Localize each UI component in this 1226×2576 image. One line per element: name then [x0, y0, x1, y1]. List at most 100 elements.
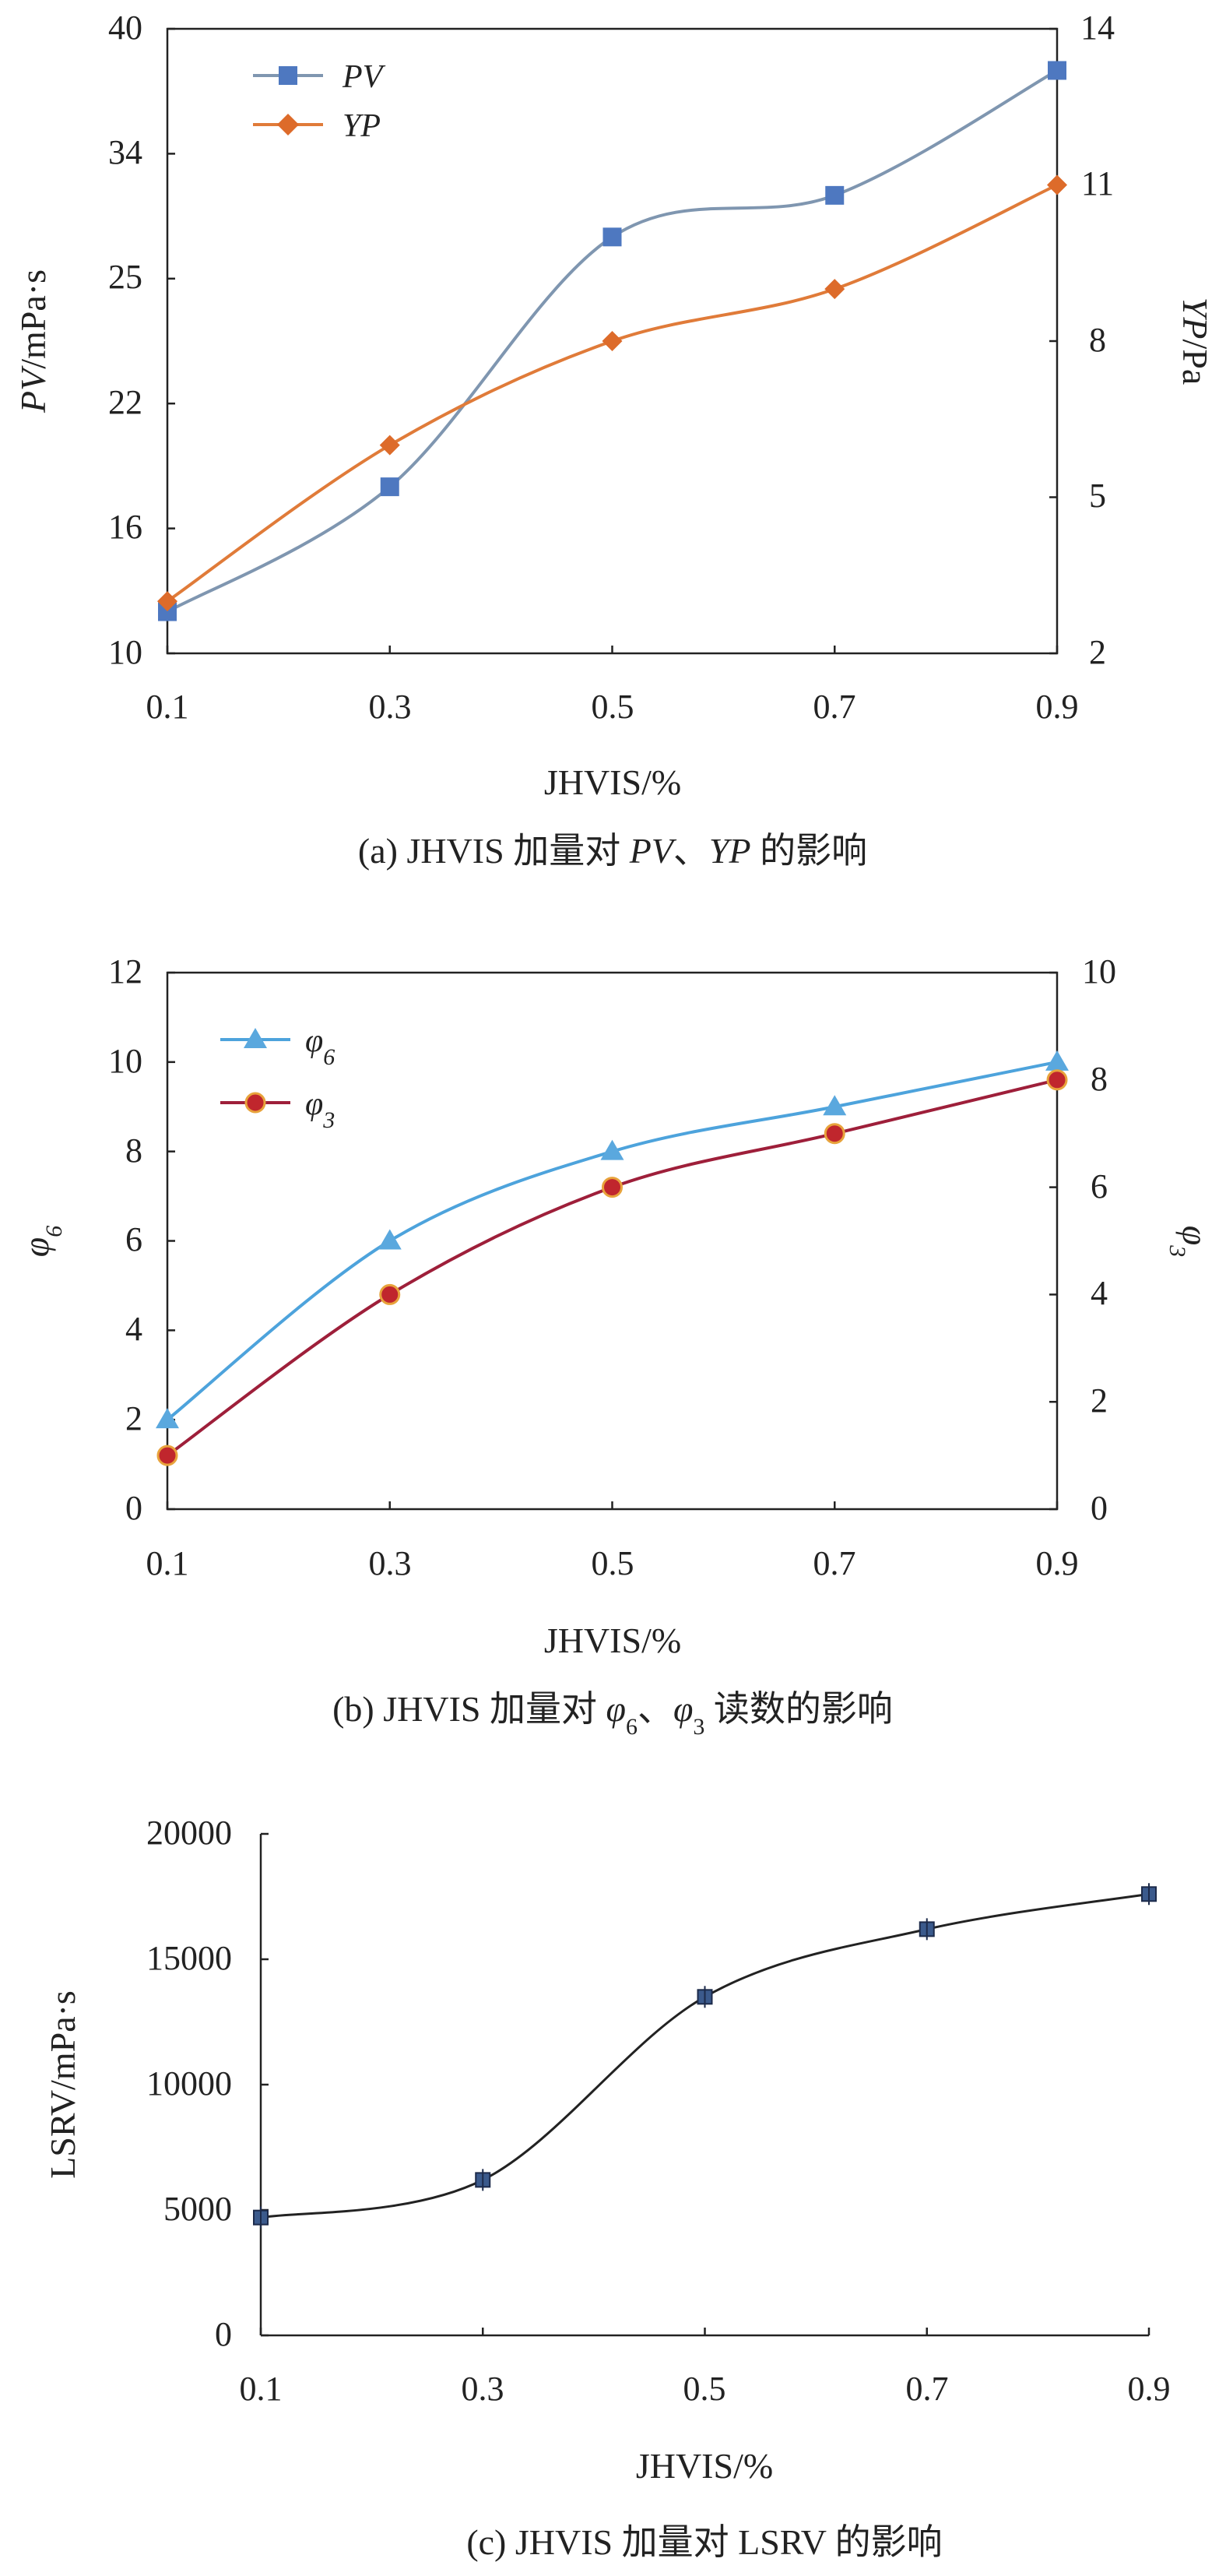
panel-a-x-tick-label: 0.3 — [369, 688, 412, 726]
panel-a-x-tick-label: 0.7 — [813, 688, 856, 726]
legend-item-phi6: φ6 — [220, 1023, 335, 1070]
panel-b-plot-frame — [166, 971, 1059, 1511]
series-pv-point — [1048, 61, 1066, 80]
series-phi6-point — [378, 1229, 402, 1250]
panel-b-y-axis-label-right: φ3 — [1165, 1226, 1216, 1257]
panel-b-x-tick-labels: 0.1 0.3 0.5 0.7 0.9 — [146, 1544, 1079, 1582]
panel-a-x-tick-label: 0.9 — [1036, 688, 1079, 726]
series-phi3-point — [1046, 1069, 1068, 1091]
panel-b-left-tick-label: 6 — [125, 1220, 142, 1258]
panel-b-right-tick-label: 0 — [1091, 1489, 1108, 1527]
panel-c-x-axis-label: JHVIS/% — [636, 2446, 773, 2486]
legend-yp-marker — [277, 114, 299, 135]
panel-b-left-tick-label: 0 — [125, 1489, 142, 1527]
panel-b-left-tick-label: 4 — [125, 1310, 142, 1348]
panel-a-right-tick-label: 8 — [1089, 321, 1106, 359]
panel-c-y-tick-label: 5000 — [163, 2190, 232, 2228]
panel-a-x-axis-label: JHVIS/% — [544, 762, 681, 802]
panel-c-x-tick-label: 0.1 — [240, 2370, 283, 2408]
series-phi3-point — [602, 1177, 623, 1198]
panel-a-y-axis-label-right: YP/Pa — [1175, 297, 1215, 385]
series-phi3-point — [379, 1283, 401, 1305]
panel-b-right-tick-label: 4 — [1091, 1274, 1108, 1312]
panel-b-left-tick-labels: 0 2 4 6 8 10 12 — [108, 952, 142, 1527]
panel-a-x-tick-labels: 0.1 0.3 0.5 0.7 0.9 — [146, 688, 1079, 726]
series-phi3-point — [156, 1445, 178, 1466]
legend-phi3-marker — [244, 1092, 266, 1114]
panel-b-caption: (b) JHVIS 加量对 φ6、φ3 读数的影响 — [332, 1689, 893, 1740]
panel-a: 10 16 22 25 34 40 2 5 8 11 14 0.1 0.3 0.… — [13, 9, 1215, 871]
legend-item-yp: YP — [253, 108, 381, 144]
panel-c-x-tick-label: 0.9 — [1128, 2370, 1171, 2408]
series-yp-point — [157, 591, 177, 612]
panel-c-x-tick-label: 0.7 — [906, 2370, 949, 2408]
legend-phi3-label: φ3 — [305, 1086, 335, 1133]
panel-a-left-tick-label: 34 — [108, 133, 142, 171]
series-yp-point — [824, 279, 845, 300]
panel-c-x-tick-label: 0.3 — [462, 2370, 504, 2408]
series-pv-point — [380, 477, 399, 497]
panel-c-x-tick-labels: 0.1 0.3 0.5 0.7 0.9 — [240, 2370, 1171, 2408]
panel-b: 0 2 4 6 8 10 12 0 2 4 6 8 10 0.1 0.3 0.5… — [16, 952, 1215, 1740]
panel-c-y-tick-labels: 0 5000 10000 15000 20000 — [146, 1814, 232, 2353]
series-phi6-point — [1045, 1050, 1069, 1071]
series-phi6-line — [166, 1060, 1058, 1421]
panel-b-left-tick-label: 8 — [125, 1131, 142, 1170]
panel-a-y-axis-label-left: PV/mPa·s — [13, 269, 53, 413]
series-pv-point — [825, 185, 845, 205]
panel-a-right-tick-label: 5 — [1089, 477, 1106, 515]
panel-a-left-tick-label: 25 — [108, 258, 142, 296]
panel-a-left-tick-label: 16 — [108, 508, 142, 546]
panel-a-right-tick-labels: 2 5 8 11 14 — [1080, 9, 1115, 671]
panel-c-y-tick-label: 0 — [215, 2315, 232, 2353]
panel-a-left-tick-label: 40 — [108, 9, 142, 47]
panel-a-caption: (a) JHVIS 加量对 PV、YP 的影响 — [358, 831, 867, 871]
series-yp-point — [379, 435, 400, 456]
panel-b-right-tick-label: 8 — [1091, 1060, 1108, 1098]
panel-c-y-tick-label: 20000 — [146, 1814, 232, 1852]
panel-b-x-tick-label: 0.7 — [813, 1544, 856, 1582]
panel-b-left-tick-label: 2 — [125, 1399, 142, 1438]
panel-b-y-axis-label-left: φ6 — [16, 1226, 67, 1257]
panel-c-y-tick-label: 15000 — [146, 1939, 232, 1977]
panel-c-y-tick-label: 10000 — [146, 2064, 232, 2103]
series-lsrv-point — [253, 2206, 269, 2229]
legend-yp-label: YP — [343, 108, 381, 144]
series-phi6-point — [600, 1139, 624, 1160]
panel-a-right-tick-label: 11 — [1081, 164, 1114, 202]
panel-b-left-tick-label: 12 — [108, 952, 142, 991]
panel-b-x-tick-label: 0.1 — [146, 1544, 189, 1582]
series-phi3-point — [824, 1123, 845, 1145]
legend-phi6-label: φ6 — [305, 1023, 335, 1070]
panel-a-legend: PV YP — [253, 59, 386, 144]
panel-b-x-tick-label: 0.5 — [592, 1544, 634, 1582]
legend-item-phi3: φ3 — [220, 1086, 335, 1133]
series-phi3-line — [166, 1078, 1058, 1457]
legend-item-pv: PV — [253, 59, 386, 95]
panel-a-left-tick-label: 10 — [108, 633, 142, 671]
series-lsrv-point — [475, 2169, 491, 2191]
legend-pv-label: PV — [342, 59, 386, 95]
series-lsrv-point — [1141, 1883, 1157, 1906]
series-phi6-point — [823, 1095, 847, 1116]
series-yp-point — [602, 331, 623, 351]
panel-b-left-tick-label: 10 — [108, 1042, 142, 1080]
legend-pv-marker — [279, 66, 297, 85]
panel-b-legend: φ6 φ3 — [220, 1023, 335, 1133]
series-lsrv-point — [697, 1986, 713, 2008]
series-yp-point — [1047, 174, 1067, 195]
panel-b-right-tick-label: 10 — [1082, 952, 1116, 991]
legend-phi6-marker — [244, 1028, 267, 1048]
series-phi6-point — [156, 1408, 179, 1429]
panel-a-left-tick-labels: 10 16 22 25 34 40 — [108, 9, 142, 671]
panel-a-left-tick-label: 22 — [108, 383, 142, 421]
panel-b-right-tick-label: 2 — [1091, 1381, 1108, 1420]
panel-b-right-tick-labels: 0 2 4 6 8 10 — [1082, 952, 1116, 1527]
panel-b-x-tick-label: 0.9 — [1036, 1544, 1079, 1582]
panel-c-x-tick-label: 0.5 — [683, 2370, 726, 2408]
panel-c-y-axis-label: LSRV/mPa·s — [43, 1990, 83, 2179]
panel-c: 0 5000 10000 15000 20000 0.1 0.3 0.5 0.7… — [43, 1814, 1171, 2562]
panel-b-x-tick-label: 0.3 — [369, 1544, 412, 1582]
series-yp-line — [166, 183, 1058, 603]
